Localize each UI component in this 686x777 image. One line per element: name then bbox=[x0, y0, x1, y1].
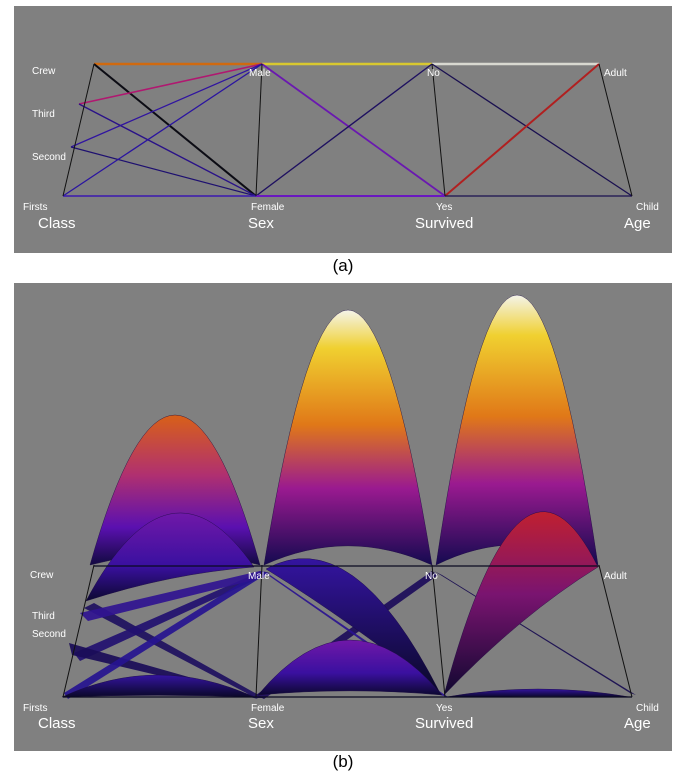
band-third-female bbox=[84, 603, 264, 698]
axis-line-age bbox=[598, 63, 633, 197]
axis-survived-cat-no-b: No bbox=[425, 571, 438, 582]
link-third-male bbox=[78, 63, 263, 105]
panel-a-parallel-sets: Crew Third Second Firsts Class Male Fema… bbox=[14, 6, 672, 253]
axis-line-survived bbox=[431, 63, 446, 197]
axis-line-sex bbox=[255, 63, 263, 197]
axis-survived-name-b: Survived bbox=[415, 715, 473, 732]
axis-class-cat-second: Second bbox=[32, 152, 66, 163]
axis-sex-cat-male-b: Male bbox=[248, 571, 270, 582]
panel-b-plot: Crew Third Second Firsts Class Male Fema… bbox=[23, 294, 659, 732]
axis-line-class bbox=[62, 63, 95, 197]
panel-a-plot: Crew Third Second Firsts Class Male Fema… bbox=[23, 62, 659, 232]
ribbon-female-yes bbox=[257, 639, 443, 696]
panel-b-parallel-sets-3d: Crew Third Second Firsts Class Male Fema… bbox=[14, 283, 672, 751]
axis-class-name: Class bbox=[38, 215, 76, 232]
axis-survived-cat-yes: Yes bbox=[436, 202, 452, 213]
axis-class-cat-crew-b: Crew bbox=[30, 570, 54, 581]
axis-line-b-survived bbox=[431, 564, 446, 698]
axis-age-cat-child-b: Child bbox=[636, 703, 659, 714]
axis-sex-name: Sex bbox=[248, 215, 274, 232]
axis-line-b-age bbox=[598, 564, 633, 698]
axis-survived-cat-yes-b: Yes bbox=[436, 703, 452, 714]
caption-b: (b) bbox=[332, 752, 354, 771]
caption-a: (a) bbox=[332, 256, 354, 275]
axis-class-cat-third-b: Third bbox=[32, 611, 55, 622]
band-second-male bbox=[74, 571, 270, 661]
axis-sex-name-b: Sex bbox=[248, 715, 274, 732]
ribbon-yes-adult bbox=[443, 511, 599, 696]
link-second-female bbox=[70, 146, 257, 197]
ribbon-yes-child bbox=[445, 688, 631, 698]
axis-class-cat-firsts-b: Firsts bbox=[23, 703, 47, 714]
link-no-child bbox=[431, 63, 633, 197]
axis-age-cat-child: Child bbox=[636, 202, 659, 213]
link-male-yes bbox=[261, 63, 446, 197]
link-yes-adult bbox=[444, 63, 600, 197]
axis-survived-cat-no: No bbox=[427, 68, 440, 79]
axis-line-b-class bbox=[62, 564, 95, 698]
ribbon-crew-female bbox=[85, 512, 255, 602]
link-female-no bbox=[255, 63, 433, 197]
axis-class-cat-third: Third bbox=[32, 109, 55, 120]
panel-b-axes bbox=[62, 564, 633, 698]
axis-survived-name: Survived bbox=[415, 215, 473, 232]
axis-class-name-b: Class bbox=[38, 715, 76, 732]
axis-class-cat-crew: Crew bbox=[32, 66, 56, 77]
axis-line-b-sex bbox=[255, 564, 263, 698]
link-crew-female bbox=[93, 63, 257, 197]
link-third-female bbox=[78, 103, 257, 197]
panel-a-axes bbox=[62, 63, 633, 197]
panel-a-links bbox=[62, 62, 633, 197]
axis-sex-cat-female: Female bbox=[251, 202, 285, 213]
axis-age-name: Age bbox=[624, 215, 651, 232]
band-firsts-male bbox=[64, 571, 268, 699]
axis-sex-cat-female-b: Female bbox=[251, 703, 285, 714]
axis-sex-cat-male: Male bbox=[249, 68, 271, 79]
axis-age-name-b: Age bbox=[624, 715, 651, 732]
axis-class-cat-second-b: Second bbox=[32, 629, 66, 640]
axis-age-cat-adult-b: Adult bbox=[604, 571, 627, 582]
band-third-male bbox=[80, 571, 266, 621]
link-second-male bbox=[70, 63, 263, 148]
axis-age-cat-adult: Adult bbox=[604, 68, 627, 79]
link-firsts-male bbox=[62, 63, 263, 197]
ribbon-male-no bbox=[263, 309, 433, 566]
panel-b-ribbons bbox=[61, 294, 636, 699]
axis-class-cat-firsts: Firsts bbox=[23, 202, 47, 213]
